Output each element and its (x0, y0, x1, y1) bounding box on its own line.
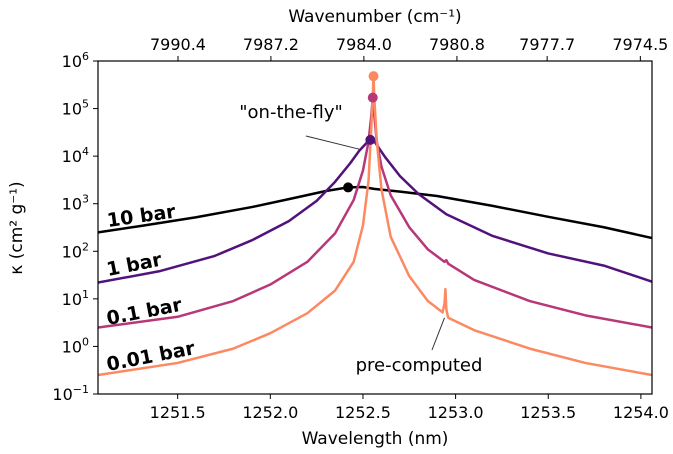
series-line-1 (98, 138, 652, 284)
top-tick-label: 7987.2 (243, 35, 299, 54)
series-label-0-1-bar: 0.1 bar (105, 294, 184, 330)
annotations: "on-the-fly" pre-computed (239, 102, 482, 376)
x-axis-top: 7990.4 7987.2 7984.0 7980.8 7977.7 7974.5 (150, 35, 668, 61)
x-tick-label: 1253.0 (428, 403, 484, 422)
x-axis-title: Wavelength (nm) (302, 429, 449, 449)
series-marker-3 (368, 71, 379, 82)
series-line-0 (98, 185, 652, 240)
series-marker-1 (365, 134, 376, 145)
x-tick-label: 1254.0 (613, 403, 669, 422)
x-axis-bottom: 1251.5 1252.0 1252.5 1253.0 1253.5 1254.0 (150, 394, 669, 422)
pre-computed-annotation: pre-computed (356, 355, 483, 376)
y-tick-label: 104 (62, 145, 89, 166)
series-line-2 (98, 96, 652, 329)
y-axis-title: κ (cm² g⁻¹) (7, 181, 27, 274)
y-tick-label: 101 (62, 288, 89, 309)
plot-area: "on-the-fly" pre-computed 10 bar 1 bar 0… (98, 71, 652, 377)
x-tick-label: 1252.0 (242, 403, 298, 422)
top-tick-label: 7980.8 (429, 35, 485, 54)
on-the-fly-annotation: "on-the-fly" (239, 102, 343, 123)
on-the-fly-arrow (305, 135, 360, 150)
x-tick-label: 1253.5 (520, 403, 576, 422)
series-lines (98, 74, 652, 377)
series-marker-2 (367, 92, 378, 103)
top-tick-label: 7977.7 (519, 35, 575, 54)
top-axis-title: Wavenumber (cm⁻¹) (288, 7, 461, 27)
top-tick-label: 7984.0 (336, 35, 392, 54)
series-markers (343, 71, 379, 193)
pressure-labels: 10 bar 1 bar 0.1 bar 0.01 bar (105, 200, 197, 375)
pre-computed-arrow (431, 317, 445, 351)
y-tick-label: 103 (62, 193, 89, 214)
series-label-10-bar: 10 bar (106, 200, 178, 231)
top-tick-label: 7974.5 (612, 35, 668, 54)
plot-frame (97, 60, 653, 395)
series-label-0-01-bar: 0.01 bar (105, 337, 197, 376)
series-line-3 (98, 74, 652, 377)
y-tick-label: 105 (62, 98, 89, 119)
top-tick-label: 7990.4 (150, 35, 206, 54)
y-tick-label: 10−1 (52, 383, 89, 404)
y-tick-label: 100 (62, 335, 89, 356)
y-tick-label: 102 (62, 240, 89, 261)
y-tick-label: 106 (62, 50, 89, 71)
x-tick-label: 1251.5 (150, 403, 206, 422)
y-axis: 10−1 100 101 102 103 104 105 106 (52, 50, 98, 404)
series-marker-0 (343, 182, 354, 193)
x-tick-label: 1252.5 (335, 403, 391, 422)
